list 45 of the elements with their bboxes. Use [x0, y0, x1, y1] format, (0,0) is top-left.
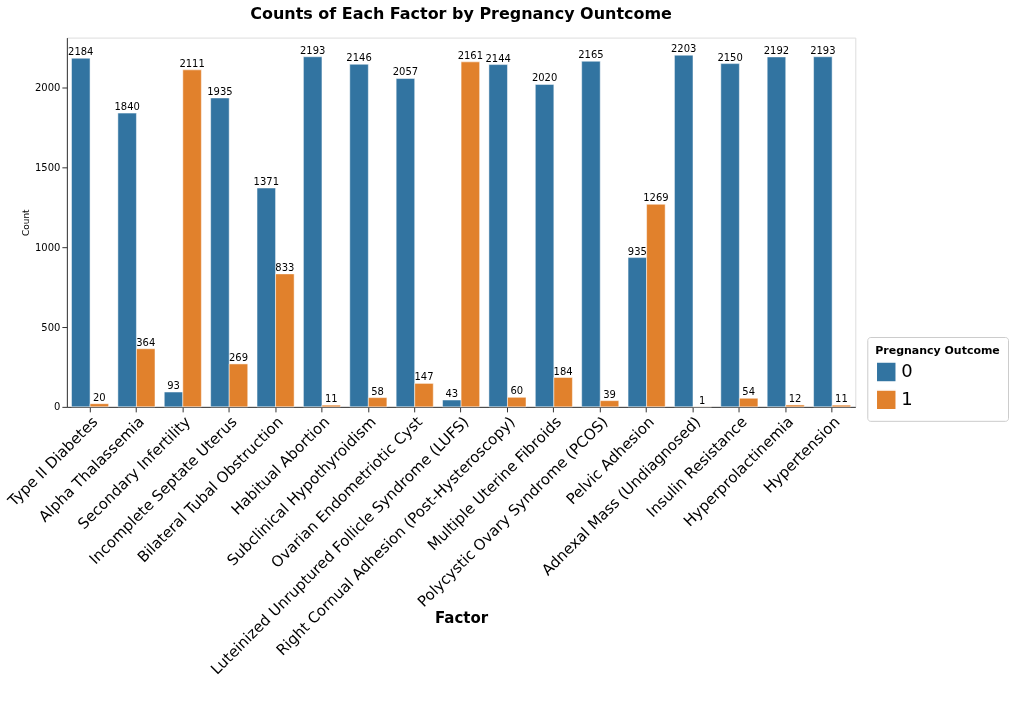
data-label: 1371: [253, 176, 279, 187]
chart-title: Counts of Each Factor by Pregnancy Ountcome: [250, 3, 673, 23]
data-label: 2150: [717, 51, 743, 63]
data-label: 2146: [346, 52, 372, 64]
data-label: 93: [167, 380, 180, 392]
y-axis-title: Count: [20, 208, 31, 237]
legend-label: 1: [901, 387, 913, 409]
data-label: 54: [742, 386, 755, 398]
data-label: 364: [136, 336, 156, 348]
data-label: 833: [275, 261, 295, 273]
y-tick-label: 0: [54, 401, 61, 413]
data-label: 58: [371, 385, 384, 397]
data-label: 2192: [763, 44, 790, 56]
data-label: 1935: [207, 85, 233, 97]
y-tick-label: 2000: [35, 82, 61, 94]
data-label: 2193: [299, 44, 326, 56]
data-label: 11: [835, 393, 848, 405]
data-label: 2144: [485, 52, 511, 64]
data-label: 43: [445, 388, 459, 400]
data-label: 2193: [810, 44, 836, 56]
data-label: 2161: [457, 49, 484, 61]
y-tick-label: 1500: [35, 161, 61, 173]
data-label: 269: [228, 351, 248, 363]
data-label: 11: [324, 393, 338, 405]
data-label: 60: [510, 385, 524, 397]
data-label: 184: [553, 365, 573, 377]
y-tick-label: 500: [41, 321, 61, 333]
data-label: 1269: [643, 192, 669, 204]
data-label: 2184: [68, 46, 94, 58]
data-label: 935: [627, 245, 647, 257]
data-label: 20: [92, 391, 106, 403]
data-label: 2165: [578, 49, 604, 61]
y-tick-label: 1000: [35, 241, 61, 253]
data-label: 1: [699, 394, 706, 406]
x-axis-title: Factor: [435, 608, 489, 627]
data-label: 12: [788, 392, 802, 404]
data-label: 2020: [531, 72, 558, 84]
data-label: 147: [414, 371, 434, 383]
data-label: 2057: [392, 66, 419, 78]
data-label: 39: [603, 388, 616, 400]
data-label: 2111: [179, 57, 205, 69]
data-label: 2203: [671, 43, 697, 55]
data-label: 1840: [114, 101, 140, 113]
legend-title: Pregnancy Outcome: [875, 343, 1000, 357]
legend-label: 0: [901, 359, 913, 381]
